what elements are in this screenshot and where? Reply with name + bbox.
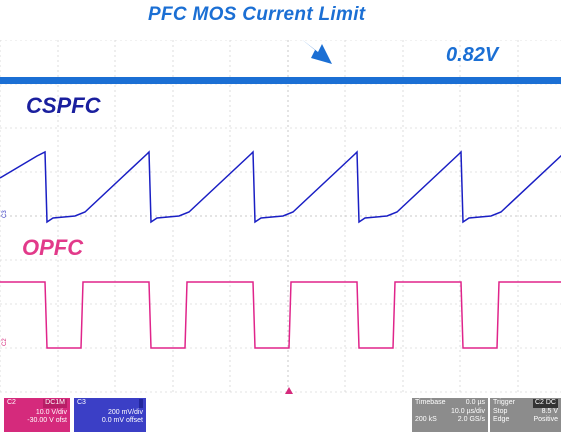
timebase-scale: 10.0 µs/div [451,407,485,415]
opfc-label: OPFC [22,235,84,260]
ch2-coupling: DC1M [43,399,67,408]
trigger-box[interactable]: Trigger C2 DC Stop 8.5 V Edge Positive [490,398,561,432]
ch3-scale: 200 mV/div [107,408,143,416]
trigger-slope: Positive [533,416,558,423]
ch3-marker: C3 [2,210,8,218]
timebase-label: Timebase [415,399,446,406]
timebase-delay: 0.0 µs [465,399,485,406]
timebase-samples: 200 kS [415,416,437,423]
trigger-source: C2 DC [532,399,558,408]
arrow-icon [302,40,332,64]
annotation-title: PFC MOS Current Limit [148,4,366,25]
timebase-box[interactable]: Timebase 0.0 µs 10.0 µs/div 200 kS 2.0 G… [412,398,488,432]
ch2-scale: 10.0 V/div [35,408,67,416]
timebase-rate: 2.0 GS/s [457,416,485,423]
ch3-info-box[interactable]: C3 200 mV/div 0.0 mV offset [74,398,146,432]
ch2-info-box[interactable]: C2 DC1M 10.0 V/div -30.00 V ofst [4,398,70,432]
ch3-tag [139,399,143,408]
waveform-display: C3 C2 [0,40,561,394]
current-limit-line [0,77,561,84]
trigger-level: 8.5 V [541,407,558,415]
opfc-trace [0,281,561,349]
ch2-name: C2 [7,399,16,406]
ch2-offset: -30.00 V ofst [27,417,67,424]
ch3-name: C3 [77,399,86,406]
trigger-mode: Stop [493,407,508,415]
oscilloscope-screen: C3 C2 [0,40,561,394]
ch3-offset: 0.0 mV offset [101,417,143,424]
trigger-label: Trigger [493,399,515,406]
cspfc-label: CSPFC [26,93,101,118]
status-bar: C2 DC1M 10.0 V/div -30.00 V ofst C3 200 … [0,396,561,433]
limit-voltage-label: 0.82V [446,44,499,66]
ch2-marker: C2 [2,338,8,346]
trigger-marker-icon [285,387,293,394]
trigger-type: Edge [493,416,510,423]
cspfc-trace [0,150,561,224]
